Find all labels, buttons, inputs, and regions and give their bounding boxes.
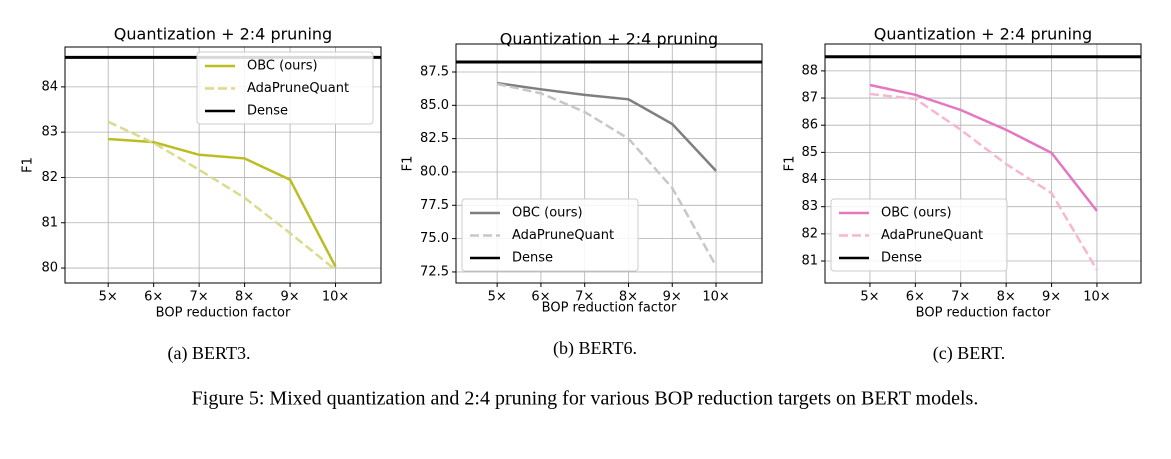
y-tick-label: 82 xyxy=(801,226,818,241)
x-tick-label: 6× xyxy=(144,290,163,305)
legend-label: OBC (ours) xyxy=(247,59,318,74)
y-tick-label: 84 xyxy=(801,172,818,187)
y-tick-label: 75.0 xyxy=(420,231,449,246)
y-tick-label: 87 xyxy=(801,91,818,106)
legend-label: Dense xyxy=(881,251,922,266)
x-tick-label: 7× xyxy=(951,290,970,305)
x-tick-label: 6× xyxy=(906,290,925,305)
legend-box xyxy=(196,51,374,125)
x-tick-label: 8× xyxy=(997,290,1016,305)
y-axis-label: F1 xyxy=(783,156,798,172)
y-tick-label: 77.5 xyxy=(420,198,449,213)
x-tick-label: 9× xyxy=(280,290,299,305)
subfigure-caption: (b) BERT6. xyxy=(553,338,637,359)
chart-title: Quantization + 2:4 pruning xyxy=(874,25,1092,44)
y-tick-label: 87.5 xyxy=(420,64,449,79)
legend-label: Dense xyxy=(247,104,288,119)
legend-label: AdaPruneQuant xyxy=(512,228,614,243)
x-tick-label: 10× xyxy=(322,290,349,305)
x-tick-label: 9× xyxy=(1042,290,1061,305)
y-tick-label: 82.5 xyxy=(420,131,449,146)
x-tick-label: 5× xyxy=(99,290,118,305)
x-tick-label: 5× xyxy=(860,290,879,305)
subfigure-caption: (a) BERT3. xyxy=(168,343,251,364)
series-line xyxy=(496,82,718,267)
chart-title: Quantization + 2:4 pruning xyxy=(500,30,718,49)
x-tick-label: 8× xyxy=(235,290,254,305)
y-tick-label: 83 xyxy=(801,199,818,214)
y-tick-label: 85.0 xyxy=(420,98,449,113)
x-tick-label: 10× xyxy=(702,290,729,305)
series-line xyxy=(869,92,1099,271)
series-line xyxy=(869,83,1098,212)
x-tick-label: 7× xyxy=(190,290,209,305)
y-axis-label: F1 xyxy=(401,156,416,172)
legend-label: Dense xyxy=(512,251,553,266)
y-tick-label: 72.5 xyxy=(420,264,449,279)
series-line xyxy=(107,120,337,271)
y-tick-label: 81 xyxy=(41,215,58,230)
y-tick-label: 80 xyxy=(41,261,58,276)
legend-label: OBC (ours) xyxy=(881,206,952,221)
plot-frame xyxy=(455,43,763,284)
x-axis-label: BOP reduction factor xyxy=(542,301,677,316)
y-tick-label: 86 xyxy=(801,118,818,133)
x-tick-label: 10× xyxy=(1083,290,1110,305)
plot-frame xyxy=(824,43,1142,284)
legend-box xyxy=(461,198,639,272)
figure-caption: Figure 5: Mixed quantization and 2:4 pru… xyxy=(192,388,979,410)
y-tick-label: 83 xyxy=(41,125,58,140)
y-tick-label: 84 xyxy=(41,79,58,94)
legend-box xyxy=(830,198,1008,272)
plot-frame xyxy=(64,46,382,284)
x-tick-label: 6× xyxy=(531,290,550,305)
x-tick-label: 8× xyxy=(619,290,638,305)
legend-label: AdaPruneQuant xyxy=(881,228,983,243)
subfigure-caption: (c) BERT. xyxy=(933,343,1006,364)
legend-label: AdaPruneQuant xyxy=(247,81,349,96)
series-line xyxy=(108,137,337,268)
chart-title: Quantization + 2:4 pruning xyxy=(114,25,332,44)
legend-label: OBC (ours) xyxy=(512,206,583,221)
x-tick-label: 9× xyxy=(663,290,682,305)
y-tick-label: 80.0 xyxy=(420,164,449,179)
y-tick-label: 81 xyxy=(801,254,818,269)
x-axis-label: BOP reduction factor xyxy=(156,306,291,321)
y-axis-label: F1 xyxy=(21,157,36,173)
y-tick-label: 88 xyxy=(801,63,818,78)
x-tick-label: 5× xyxy=(488,290,507,305)
x-axis-label: BOP reduction factor xyxy=(916,306,1051,321)
y-tick-label: 85 xyxy=(801,145,818,160)
y-tick-label: 82 xyxy=(41,170,58,185)
x-tick-label: 7× xyxy=(575,290,594,305)
series-line xyxy=(496,81,717,172)
